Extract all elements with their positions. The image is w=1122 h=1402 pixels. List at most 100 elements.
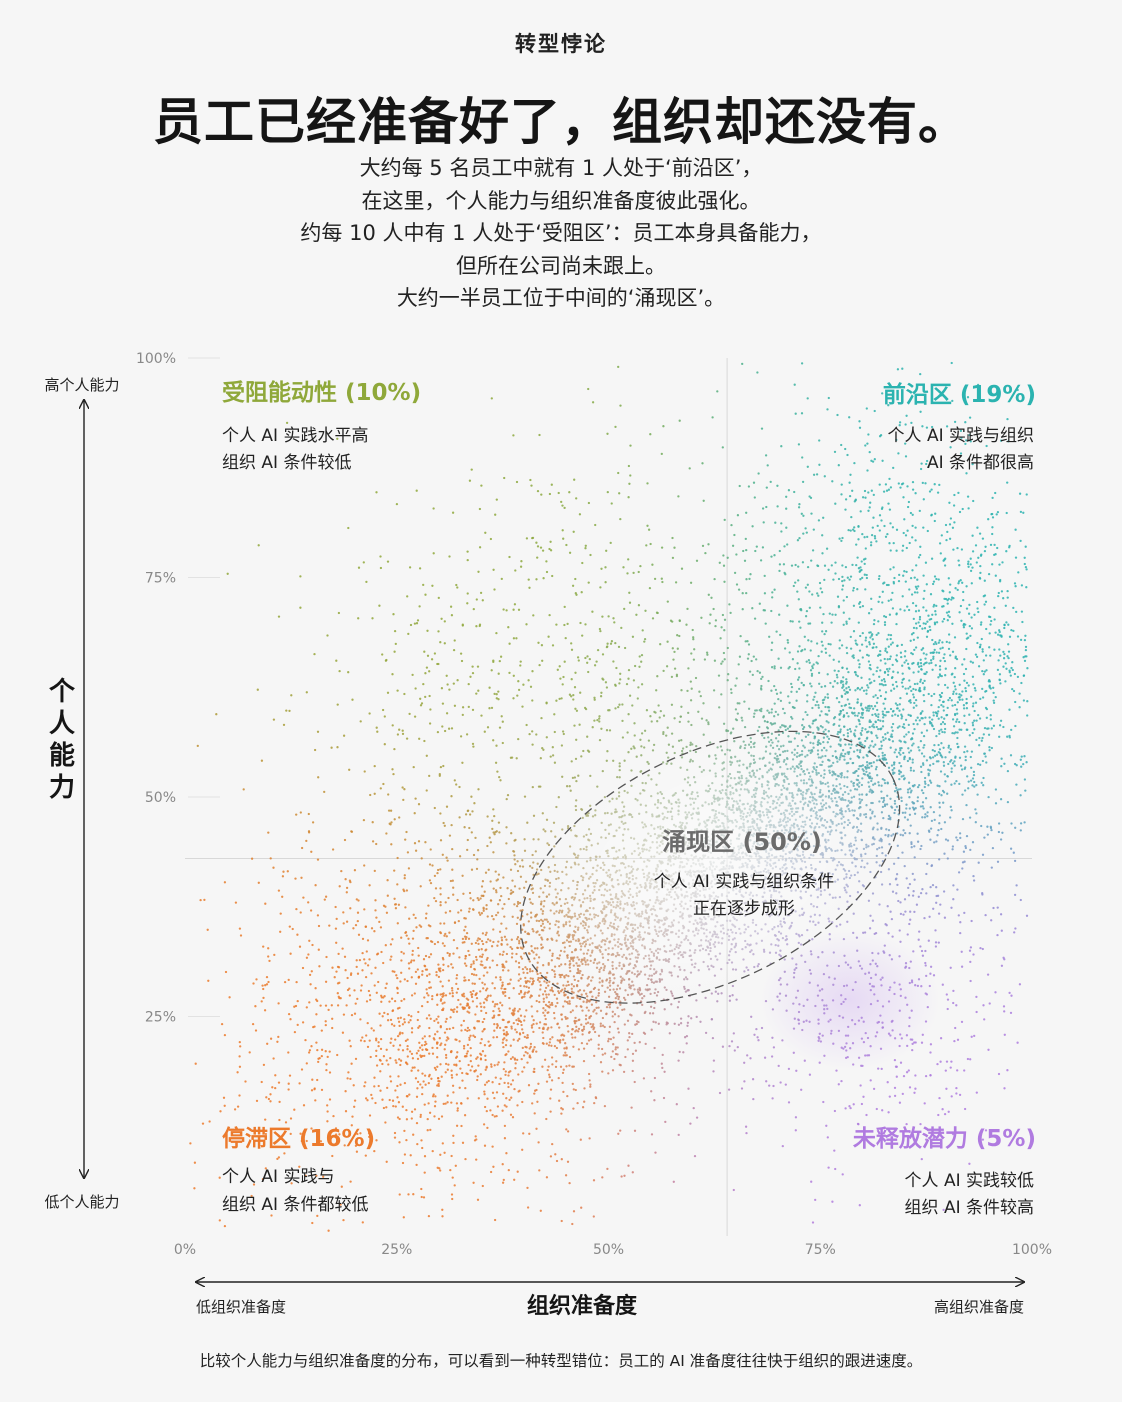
- scatter-point: [884, 615, 888, 619]
- scatter-point: [1022, 762, 1025, 766]
- scatter-point: [940, 691, 944, 695]
- scatter-point: [671, 647, 674, 650]
- scatter-point: [562, 991, 566, 994]
- scatter-point: [912, 661, 915, 665]
- scatter-point: [972, 953, 975, 956]
- scatter-point: [908, 807, 911, 810]
- scatter-point: [438, 1167, 441, 1170]
- scatter-point: [566, 1094, 569, 1098]
- scatter-point: [572, 1088, 575, 1091]
- scatter-point: [396, 1096, 399, 1099]
- scatter-point: [631, 1069, 634, 1073]
- scatter-point: [364, 1154, 367, 1157]
- scatter-point: [896, 714, 900, 717]
- scatter-point: [788, 651, 791, 654]
- scatter-point: [741, 592, 744, 595]
- scatter-point: [858, 602, 861, 605]
- scatter-point: [800, 362, 804, 365]
- scatter-point: [476, 858, 479, 861]
- scatter-point: [921, 954, 925, 957]
- scatter-point: [539, 546, 543, 549]
- scatter-point: [891, 740, 895, 743]
- scatter-point: [397, 903, 401, 906]
- scatter-point: [932, 727, 936, 731]
- scatter-point: [858, 741, 861, 744]
- scatter-point: [949, 1066, 952, 1069]
- scatter-point: [450, 1193, 454, 1196]
- scatter-point: [563, 1000, 567, 1003]
- scatter-point: [875, 633, 878, 637]
- scatter-point: [416, 1087, 419, 1090]
- scatter-point: [389, 1075, 392, 1078]
- scatter-point: [396, 1084, 399, 1088]
- scatter-point: [950, 699, 953, 702]
- scatter-point: [825, 547, 829, 550]
- scatter-point: [718, 706, 721, 709]
- scatter-point: [798, 1003, 801, 1006]
- scatter-point: [823, 475, 826, 478]
- scatter-point: [888, 954, 891, 957]
- scatter-point: [811, 549, 815, 552]
- scatter-point: [970, 1035, 973, 1038]
- scatter-point: [812, 528, 815, 531]
- scatter-point: [349, 1180, 352, 1183]
- scatter-point: [965, 697, 968, 701]
- scatter-point: [347, 526, 350, 530]
- scatter-point: [790, 682, 793, 686]
- scatter-point: [269, 857, 272, 860]
- scatter-point: [932, 810, 936, 814]
- scatter-point: [993, 553, 996, 557]
- scatter-point: [413, 812, 416, 815]
- scatter-point: [912, 742, 915, 745]
- scatter-point: [1008, 734, 1011, 738]
- scatter-point: [499, 779, 502, 782]
- scatter-point: [955, 1086, 958, 1090]
- scatter-point: [934, 929, 937, 932]
- scatter-point: [824, 651, 828, 654]
- scatter-point: [928, 764, 932, 767]
- scatter-point: [844, 447, 847, 451]
- scatter-point: [401, 1023, 405, 1026]
- scatter-point: [896, 368, 900, 371]
- scatter-point: [363, 1039, 366, 1043]
- scatter-point: [951, 526, 955, 529]
- scatter-point: [867, 612, 871, 615]
- scatter-point: [761, 546, 765, 549]
- scatter-point: [890, 834, 893, 837]
- scatter-point: [844, 961, 847, 964]
- scatter-point: [477, 570, 480, 573]
- scatter-point: [917, 585, 920, 588]
- scatter-point: [546, 842, 549, 845]
- scatter-point: [913, 910, 916, 914]
- scatter-point: [960, 965, 964, 968]
- scatter-point: [582, 989, 586, 992]
- scatter-point: [981, 736, 984, 740]
- scatter-point: [572, 693, 575, 697]
- scatter-point: [771, 1036, 774, 1039]
- scatter-point: [930, 694, 933, 698]
- scatter-point: [389, 1041, 392, 1044]
- scatter-point: [524, 880, 528, 883]
- scatter-point: [484, 933, 487, 937]
- scatter-point: [953, 685, 957, 688]
- scatter-point: [356, 972, 360, 975]
- scatter-point: [442, 992, 445, 995]
- scatter-point: [556, 1001, 559, 1005]
- scatter-point: [899, 787, 902, 791]
- scatter-point: [421, 1146, 424, 1150]
- scatter-point: [906, 1003, 909, 1006]
- scatter-point: [939, 1037, 943, 1040]
- scatter-point: [816, 994, 820, 997]
- scatter-point: [656, 611, 659, 615]
- scatter-point: [416, 1057, 420, 1061]
- scatter-point: [541, 812, 544, 815]
- scatter-point: [954, 667, 957, 670]
- scatter-point: [689, 699, 693, 702]
- scatter-point: [439, 901, 442, 904]
- scatter-point: [994, 574, 997, 577]
- scatter-point: [427, 1102, 430, 1105]
- scatter-point: [938, 542, 942, 545]
- scatter-point: [535, 733, 538, 736]
- scatter-point: [1019, 829, 1022, 832]
- scatter-point: [502, 1092, 505, 1095]
